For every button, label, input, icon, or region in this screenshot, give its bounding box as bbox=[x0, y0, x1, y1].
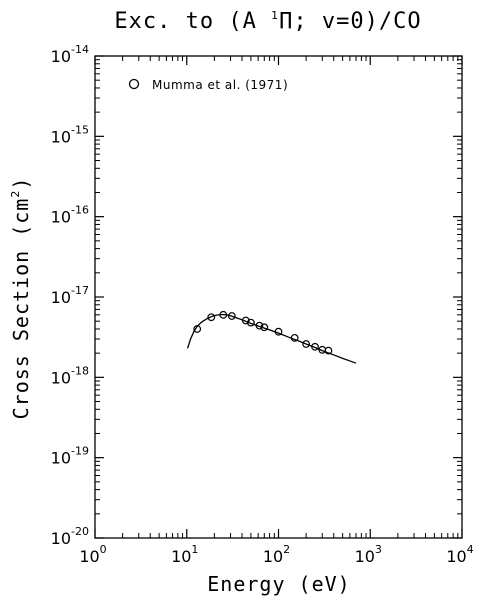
x-tick-label: 102 bbox=[263, 543, 290, 566]
plot-area bbox=[94, 55, 463, 539]
y-tick-label: 10-14 bbox=[51, 43, 89, 66]
y-tick-label: 10-15 bbox=[51, 123, 89, 146]
x-tick-label: 103 bbox=[355, 543, 382, 566]
x-tick-label: 104 bbox=[446, 543, 473, 566]
x-tick-label: 101 bbox=[171, 543, 198, 566]
x-tick-label: 100 bbox=[79, 543, 106, 566]
y-tick-label: 10-20 bbox=[51, 525, 89, 548]
data-point-open-circle bbox=[227, 312, 236, 320]
y-tick-label: 10-18 bbox=[51, 364, 89, 387]
x-axis: 100 101 102 103 104 bbox=[79, 56, 474, 566]
y-tick-label: 10-16 bbox=[51, 204, 89, 227]
legend-marker-open-circle bbox=[128, 78, 140, 90]
data-point-open-circle bbox=[324, 346, 333, 355]
data-point-open-circle bbox=[207, 313, 216, 322]
fit-curve-line bbox=[186, 313, 357, 364]
y-axis-label: Cross Section (cm2) bbox=[9, 177, 33, 420]
legend: Mumma et al. (1971) bbox=[128, 78, 288, 92]
y-tick-label: 10-19 bbox=[51, 445, 89, 468]
plot-frame bbox=[94, 55, 463, 539]
series-layer bbox=[186, 310, 357, 364]
data-point-open-circle bbox=[302, 340, 311, 348]
y-axis: 10-20 10-19 10-18 10-17 10-16 10-15 10-14 bbox=[51, 43, 462, 548]
chart-title: Exc. to (A 1Π; v=0)/CO bbox=[114, 9, 421, 34]
x-axis-label: Energy (eV) bbox=[207, 572, 350, 596]
legend-label: Mumma et al. (1971) bbox=[152, 78, 288, 92]
y-tick-label: 10-17 bbox=[51, 284, 89, 307]
